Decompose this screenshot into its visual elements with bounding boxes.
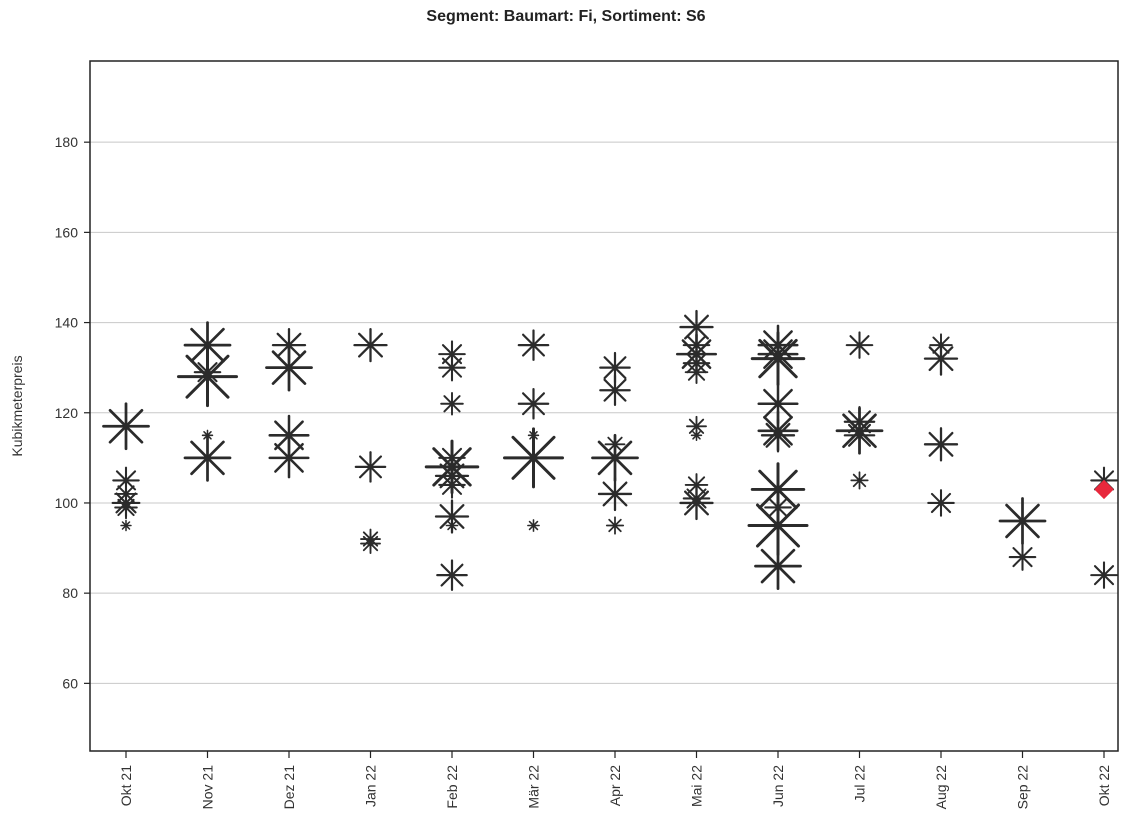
- x-tick-label: Mai 22: [689, 765, 705, 807]
- data-point: [436, 559, 468, 591]
- data-point: [850, 471, 869, 490]
- x-tick-label: Mär 22: [526, 765, 542, 809]
- y-axis: 60 80 100 120 140 160 180: [55, 134, 90, 691]
- data-point: [120, 519, 132, 532]
- data-point: [998, 497, 1047, 545]
- data-point: [183, 433, 232, 482]
- data-point: [750, 331, 806, 386]
- data-point: [440, 391, 464, 416]
- x-tick-label: Jun 22: [770, 765, 786, 807]
- plot-frame: [89, 60, 1119, 752]
- data-point: [923, 341, 959, 376]
- data-point: [747, 495, 809, 557]
- x-tick-label: Apr 22: [607, 765, 623, 806]
- data-point: [690, 429, 703, 442]
- data-point: [927, 489, 955, 517]
- y-tick-label: 80: [62, 585, 78, 601]
- data-point: [102, 402, 150, 451]
- data-point: [265, 343, 313, 392]
- y-tick-label: 180: [55, 134, 79, 150]
- x-tick-label: Jul 22: [852, 765, 868, 803]
- data-point: [268, 437, 310, 479]
- data-point: [843, 419, 876, 452]
- data-point: [353, 327, 388, 363]
- x-tick-label: Okt 21: [118, 765, 134, 806]
- data-point: [114, 495, 138, 520]
- data-point: [599, 374, 631, 407]
- data-point: [268, 414, 310, 456]
- y-tick-label: 100: [55, 495, 79, 511]
- chart-title: Segment: Baumart: Fi, Sortiment: S6: [426, 8, 706, 25]
- x-tick-label: Okt 22: [1096, 765, 1112, 806]
- x-tick-label: Jan 22: [363, 765, 379, 807]
- data-point: [438, 353, 466, 382]
- highlight-point: [1094, 479, 1114, 500]
- x-tick-label: Nov 21: [200, 765, 216, 810]
- data-point: [754, 542, 802, 590]
- data-point: [760, 418, 796, 453]
- data-point: [679, 485, 714, 521]
- data-point: [360, 533, 381, 554]
- data-point: [527, 519, 540, 532]
- y-tick-label: 140: [55, 315, 79, 331]
- data-point: [177, 346, 238, 408]
- data-point: [845, 331, 874, 359]
- data-point: [517, 387, 550, 420]
- data-point: [591, 433, 639, 482]
- data-point: [438, 471, 466, 499]
- data-point: [517, 329, 550, 361]
- y-tick-label: 60: [62, 675, 78, 691]
- data-point: [605, 516, 625, 535]
- data-point: [597, 476, 633, 512]
- data-points: [102, 309, 1118, 591]
- grid-lines: [90, 141, 1118, 684]
- y-tick-label: 120: [55, 405, 79, 421]
- data-point: [923, 427, 959, 462]
- data-point: [503, 427, 564, 489]
- y-tick-label: 160: [55, 224, 79, 240]
- data-point: [1008, 543, 1037, 571]
- x-tick-label: Feb 22: [444, 765, 460, 809]
- x-tick-label: Sep 22: [1015, 765, 1031, 810]
- x-tick-label: Aug 22: [933, 765, 949, 810]
- y-axis-label: Kubikmeterpreis: [9, 355, 25, 456]
- x-tick-label: Dez 21: [281, 765, 297, 810]
- data-point: [684, 360, 709, 384]
- x-axis: Okt 21 Nov 21 Dez 21 Jan 22 Feb 22 Mär 22 Apr …: [118, 751, 1112, 809]
- data-point: [445, 519, 459, 532]
- highlight-layer: [1094, 479, 1114, 500]
- data-point: [354, 451, 387, 483]
- data-point: [599, 351, 631, 384]
- data-point: [1090, 561, 1118, 589]
